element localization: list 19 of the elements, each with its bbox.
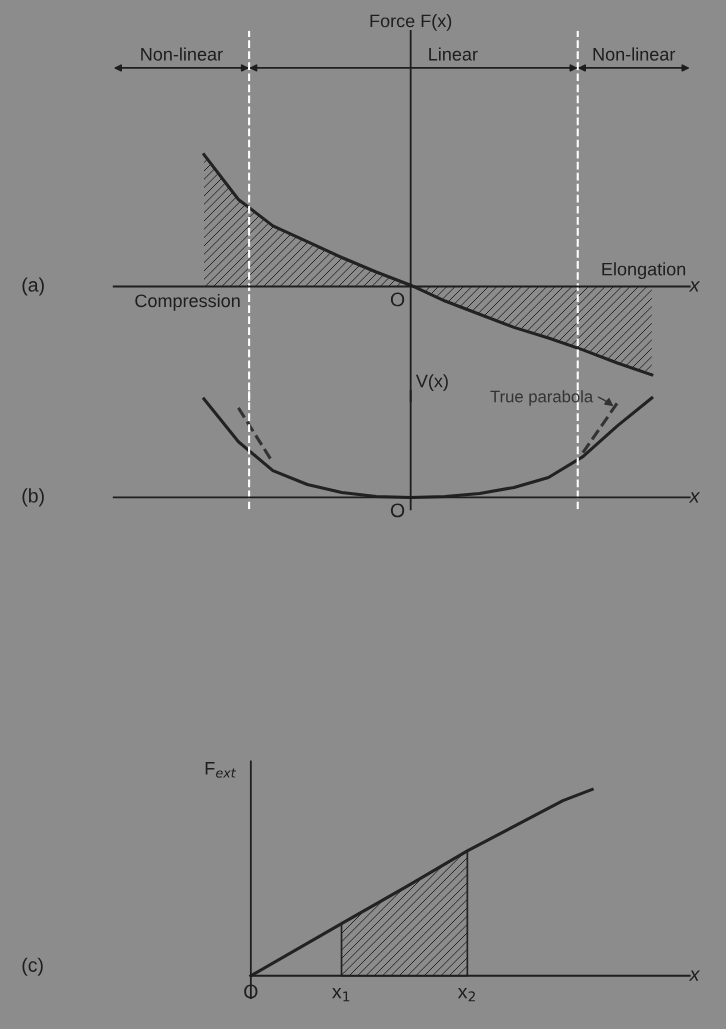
text: (c) bbox=[22, 957, 43, 976]
annotation: Compression bbox=[135, 293, 240, 311]
text: O bbox=[390, 503, 405, 518]
x-axis-title: x bbox=[688, 281, 700, 292]
text: (b) bbox=[22, 488, 44, 507]
annotation: O bbox=[390, 292, 405, 307]
y-axis-title: Force F(x) bbox=[370, 14, 452, 31]
legend-label: True parabola bbox=[490, 390, 594, 406]
x-tick-label: x$_{1}$ bbox=[332, 987, 350, 1002]
x-axis-title: x bbox=[688, 970, 700, 981]
text: (a) bbox=[22, 277, 44, 296]
text: Non-linear bbox=[141, 47, 223, 61]
annotation: Elongation bbox=[602, 262, 686, 280]
text: Linear bbox=[429, 47, 478, 61]
y-axis-title: F$_{ext}$ bbox=[205, 762, 237, 778]
x-axis-title: x bbox=[688, 492, 700, 503]
y-axis-title: V(x) bbox=[415, 374, 448, 392]
x-tick-label: x$_{2}$ bbox=[457, 987, 475, 1002]
text: Non-linear bbox=[593, 47, 676, 61]
